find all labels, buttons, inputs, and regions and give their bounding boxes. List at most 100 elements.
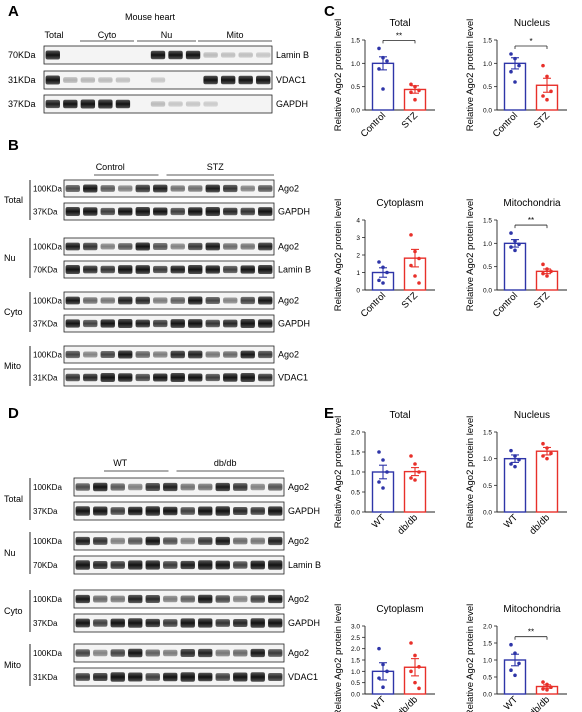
blot-band (100, 297, 115, 304)
blot-band (188, 185, 203, 192)
blot-band (240, 243, 255, 250)
blot-band (98, 77, 113, 83)
blot-band (163, 595, 178, 603)
y-tick-label: 0.0 (483, 510, 492, 517)
data-point (541, 262, 545, 267)
blot-band (170, 319, 185, 328)
data-point (541, 441, 545, 446)
data-point (381, 87, 385, 91)
blot-band (153, 265, 168, 274)
blot-strip (63, 314, 275, 333)
blot-strip (63, 345, 275, 364)
blot-band (258, 350, 273, 359)
panel-letter-d: D (8, 405, 19, 422)
group-label: Cyto (98, 30, 117, 40)
mw-label: 31KDa (33, 374, 58, 383)
blot-band (45, 99, 60, 109)
blot-strip (73, 613, 285, 633)
blot-band (135, 265, 150, 274)
blot-band (80, 99, 96, 109)
data-point (385, 270, 389, 275)
protein-label: Ago2 (288, 482, 309, 492)
bar-chart-1: Nucleus 0.0 0.5 1.0 1.5 Relative Ago2 protein… (465, 18, 567, 140)
group-label: STZ (207, 162, 225, 172)
blot-band (75, 506, 90, 516)
data-point (381, 55, 385, 60)
blot-band (188, 264, 203, 275)
data-point (381, 458, 385, 462)
protein-label: Lamin B (278, 265, 311, 275)
data-point (545, 274, 549, 278)
blot-band (128, 618, 143, 628)
protein-label: Ago2 (278, 350, 299, 360)
fraction-label: Total (4, 195, 23, 205)
blot-band (110, 537, 125, 545)
data-point (549, 451, 553, 456)
panel-b-blot: Control STZ Total 100KDa Ago2 37KDa GAPDH Nu 100… (4, 162, 311, 387)
data-point (417, 256, 421, 261)
bar-chart-7: Mitochondria 0.0 0.5 1.0 1.5 2.0 Relative Ago2… (465, 604, 567, 712)
blot-band (80, 77, 96, 83)
blot-band (223, 184, 238, 193)
blot-band (215, 482, 230, 492)
blot-band (205, 184, 220, 193)
blot-band (180, 483, 195, 491)
bar-chart-6: Cytoplasm 0.0 0.5 1.0 1.5 2.0 2.5 3.0 Relative A… (333, 604, 435, 712)
blot-band (93, 649, 108, 657)
data-point (413, 653, 417, 658)
y-tick-label: 0.5 (351, 84, 360, 91)
blot-band (215, 506, 230, 516)
blot-band (110, 672, 125, 682)
blot-band (135, 351, 150, 358)
data-point (517, 457, 521, 462)
data-point (509, 52, 513, 56)
blot-band (75, 673, 90, 681)
blot-band (250, 560, 265, 570)
blot-band (250, 672, 265, 682)
mw-label: 70KDa (33, 561, 58, 570)
data-point (381, 662, 385, 667)
blot-band (233, 483, 248, 491)
blot-band (268, 649, 283, 657)
blot-band (100, 373, 115, 382)
data-point (413, 478, 417, 482)
blot-band (100, 243, 115, 250)
blot-band (250, 537, 265, 545)
bar-chart-2: Cytoplasm 0 1 2 3 4 Relative Ago2 protein leve… (333, 198, 435, 320)
blot-band (240, 185, 255, 192)
blot-band (75, 618, 90, 628)
blot-band (223, 207, 238, 216)
blot-band (250, 483, 265, 491)
mw-label: 100KDa (33, 297, 62, 306)
blot-band (205, 296, 220, 305)
protein-label: GAPDH (278, 207, 310, 217)
blot-band (153, 297, 168, 304)
blot-band (150, 77, 166, 83)
blot-band (118, 207, 133, 216)
fraction-label: Nu (4, 548, 16, 558)
chart-title: Total (389, 18, 410, 29)
blot-band (238, 75, 253, 85)
blot-band (100, 185, 115, 192)
y-tick-label: 1.5 (483, 218, 492, 225)
y-axis-label: Relative Ago2 protein level (333, 19, 344, 132)
blot-band (110, 507, 125, 515)
blot-band (153, 243, 168, 250)
y-tick-label: 3 (356, 235, 360, 242)
blot-band (188, 319, 203, 328)
bar-chart-4: Total 0.0 0.5 1.0 1.5 2.0 Relative Ago2 protei… (333, 410, 435, 537)
blot-band (170, 350, 185, 359)
y-tick-label: 1.0 (483, 61, 492, 68)
blot-band (185, 101, 201, 107)
blot-band (258, 207, 273, 216)
data-point (377, 646, 381, 651)
blot-band (75, 483, 90, 491)
blot-band (150, 101, 166, 107)
blot-band (135, 319, 150, 328)
blot-band (100, 207, 115, 216)
data-point (545, 267, 549, 271)
blot-band (215, 619, 230, 627)
data-point (377, 480, 381, 484)
blot-band (145, 673, 160, 681)
x-tick-label: STZ (400, 290, 421, 311)
